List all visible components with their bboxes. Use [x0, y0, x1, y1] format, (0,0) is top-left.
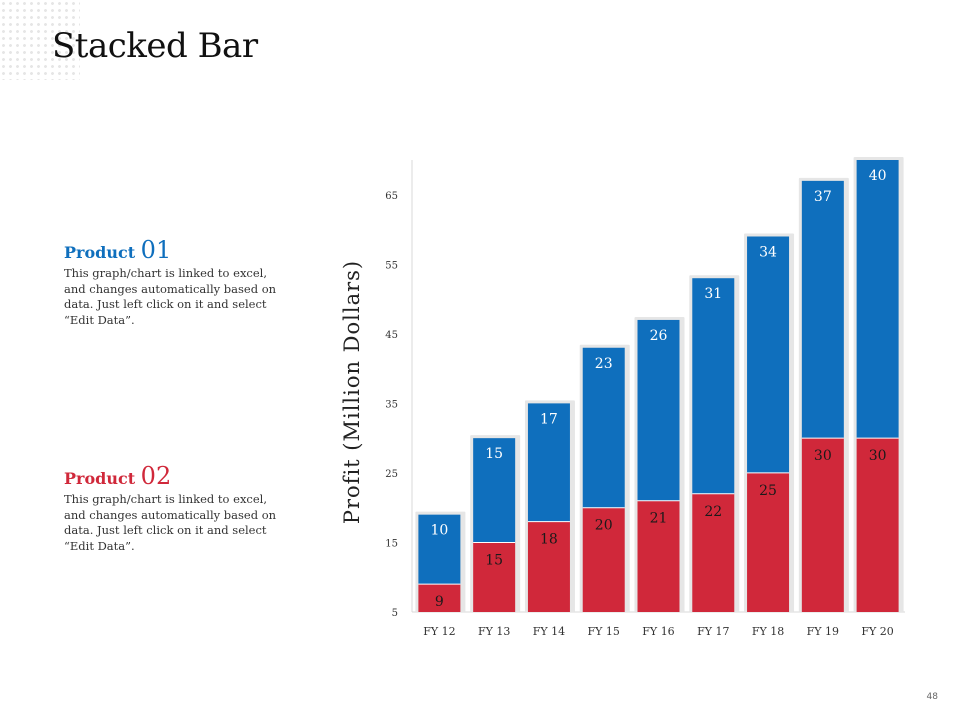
- data-label-product-01: 34: [759, 244, 777, 260]
- x-tick-label: FY 17: [697, 625, 729, 638]
- bar-segment-product-01: [747, 236, 790, 473]
- y-axis-label: Profit (Million Dollars): [340, 259, 364, 525]
- bar-segment-product-02: [473, 542, 516, 612]
- y-tick-label: 25: [385, 469, 398, 480]
- data-label-product-01: 23: [595, 356, 613, 372]
- page-number: 48: [926, 692, 938, 702]
- stacked-bar-chart: 5 15 25 35 45 55 65 9 10 FY 12 15 15 FY 13 18 17 FY 14 2…: [385, 157, 905, 638]
- legend-product-01-heading: Product 01: [64, 236, 294, 264]
- x-tick-label: FY 18: [752, 625, 784, 638]
- bar-segment-product-02: [856, 438, 899, 612]
- data-label-product-02: 30: [869, 448, 887, 464]
- data-label-product-01: 26: [650, 328, 668, 344]
- data-label-product-01: 40: [869, 168, 887, 184]
- data-label-product-01: 10: [430, 523, 448, 539]
- data-label-product-02: 20: [595, 518, 613, 534]
- page-title: Stacked Bar: [52, 26, 258, 66]
- bar-segment-product-02: [801, 438, 844, 612]
- bar-segment-product-01: [527, 403, 570, 522]
- y-tick-label: 5: [392, 608, 398, 619]
- data-label-product-02: 15: [485, 552, 503, 568]
- x-tick-label: FY 20: [861, 625, 893, 638]
- bar-segment-product-01: [473, 438, 516, 543]
- bar-segment-product-02: [692, 493, 735, 612]
- legend-product-01-description: This graph/chart is linked to excel, and…: [64, 266, 277, 327]
- x-tick-label: FY 14: [533, 625, 565, 638]
- bar-segment-product-01: [637, 319, 680, 501]
- data-label-product-01: 15: [485, 446, 503, 462]
- y-tick-label: 45: [385, 330, 398, 341]
- x-tick-label: FY 15: [588, 625, 620, 638]
- data-label-product-02: 22: [704, 504, 722, 520]
- y-tick-label: 55: [385, 260, 398, 271]
- legend-product-01-number: 01: [140, 236, 172, 264]
- bar-segment-product-01: [418, 514, 461, 585]
- bar-segment-product-02: [637, 500, 680, 612]
- x-tick-label: FY 13: [478, 625, 510, 638]
- legend-product-02: Product 02 This graph/chart is linked to…: [64, 462, 294, 554]
- bar-segment-product-01: [856, 160, 899, 439]
- bar-segment-product-02: [747, 472, 790, 612]
- x-tick-label: FY 19: [807, 625, 839, 638]
- legend-product-02-label: Product: [64, 469, 136, 488]
- bar-segment-product-02: [527, 521, 570, 612]
- bar-segment-product-01: [801, 180, 844, 439]
- y-tick-label: 15: [385, 538, 398, 549]
- data-label-product-02: 21: [650, 511, 668, 527]
- data-label-product-01: 37: [814, 189, 832, 205]
- legend-product-02-heading: Product 02: [64, 462, 294, 490]
- data-label-product-02: 18: [540, 532, 558, 548]
- legend-product-01: Product 01 This graph/chart is linked to…: [64, 236, 294, 328]
- legend-product-02-number: 02: [140, 462, 172, 490]
- x-tick-label: FY 16: [642, 625, 674, 638]
- y-tick-label: 35: [385, 399, 398, 410]
- y-tick-label: 65: [385, 191, 398, 202]
- bar-segment-product-01: [582, 347, 625, 508]
- data-label-product-01: 17: [540, 411, 558, 427]
- bar-segment-product-02: [418, 584, 461, 612]
- decorative-dot-pattern: [0, 0, 80, 80]
- bar-segment-product-02: [582, 507, 625, 612]
- bar-segment-product-01: [692, 278, 735, 494]
- x-tick-label: FY 12: [423, 625, 455, 638]
- legend-product-02-description: This graph/chart is linked to excel, and…: [64, 492, 277, 553]
- data-label-product-02: 9: [435, 594, 444, 610]
- data-label-product-02: 25: [759, 483, 777, 499]
- legend-product-01-label: Product: [64, 243, 136, 262]
- data-label-product-01: 31: [704, 286, 722, 302]
- data-label-product-02: 30: [814, 448, 832, 464]
